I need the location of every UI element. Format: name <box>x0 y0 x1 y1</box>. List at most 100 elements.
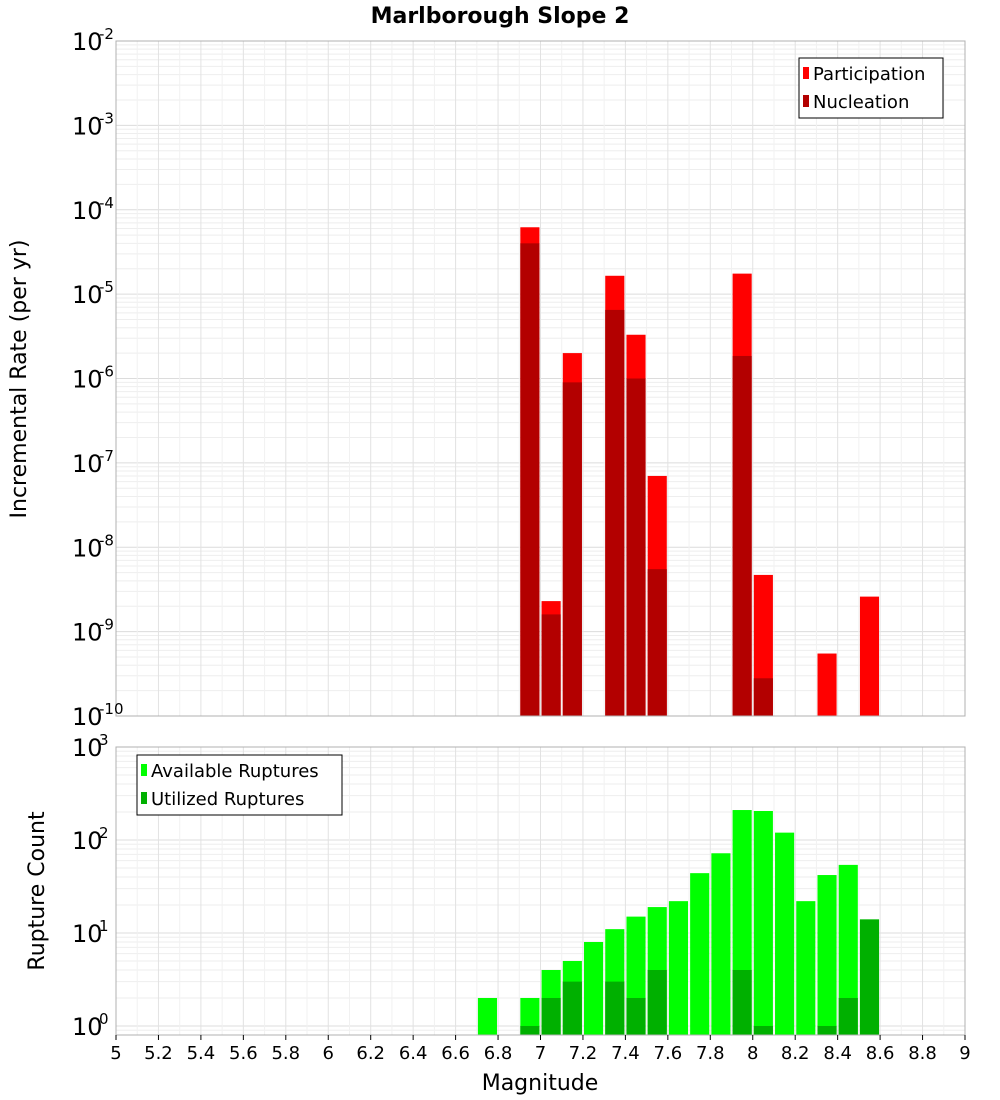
top-bar-nucleation-0 <box>520 243 540 717</box>
top-y-tick-label: 10 <box>72 197 103 225</box>
top-plot-frame <box>115 40 966 717</box>
top-legend-label-0: Participation <box>813 64 925 85</box>
top-legend: Participation Nucleation <box>798 57 944 119</box>
x-tick-label: 8 <box>747 1043 758 1064</box>
top-legend-box <box>798 57 944 119</box>
bottom-y-tick-label: 10 <box>72 827 103 855</box>
top-bar-nucleation-5 <box>647 569 667 716</box>
bottom-y-axis-label: Rupture Count <box>25 811 50 971</box>
x-tick-label: 5 <box>110 1043 121 1064</box>
bottom-bar-available-ruptures-9 <box>690 873 710 1035</box>
bottom-bar-available-ruptures-8 <box>668 901 689 1035</box>
bottom-bar-available-ruptures-14 <box>796 901 816 1035</box>
x-tick-label: 7 <box>535 1043 546 1064</box>
bottom-bar-available-ruptures-15 <box>817 875 837 1035</box>
x-tick-label: 8.2 <box>781 1043 810 1064</box>
bottom-bar-utilized-ruptures-4 <box>626 997 646 1035</box>
bottom-bar-available-ruptures-13 <box>775 832 795 1035</box>
bottom-legend-label-0: Available Ruptures <box>151 761 319 782</box>
bottom-bar-available-ruptures-12 <box>753 811 773 1035</box>
top-bar-nucleation-1 <box>541 614 561 716</box>
top-bar-nucleation-7 <box>753 678 773 716</box>
x-tick-label: 5.2 <box>144 1043 173 1064</box>
x-tick-label: 6.2 <box>356 1043 385 1064</box>
top-y-tick-label: 10 <box>72 366 103 394</box>
top-y-tick-exponent: -6 <box>99 363 114 381</box>
bottom-bars <box>477 810 880 1035</box>
bottom-bar-available-ruptures-0 <box>477 997 497 1035</box>
top-legend-label-1: Nucleation <box>813 92 909 113</box>
top-bars <box>520 227 880 717</box>
bottom-legend-swatch-0 <box>141 764 147 776</box>
top-panel: 10-210-310-410-510-610-710-810-910-10 In… <box>7 25 966 731</box>
top-y-axis-label: Incremental Rate (per yr) <box>7 240 32 519</box>
bottom-bar-utilized-ruptures-6 <box>732 969 752 1035</box>
top-y-tick-exponent: -7 <box>99 447 114 465</box>
x-tick-label: 5.8 <box>271 1043 300 1064</box>
bottom-legend-label-1: Utilized Ruptures <box>151 789 304 810</box>
bottom-bar-utilized-ruptures-7 <box>753 1025 773 1035</box>
top-bar-nucleation-3 <box>605 309 625 716</box>
x-tick-label: 8.4 <box>823 1043 852 1064</box>
chart-title: Marlborough Slope 2 <box>371 4 630 29</box>
top-y-ticks: 10-210-310-410-510-610-710-810-910-10 <box>72 25 124 731</box>
top-y-tick-exponent: -8 <box>99 531 114 549</box>
bottom-bar-utilized-ruptures-8 <box>817 1025 837 1035</box>
bottom-bar-utilized-ruptures-1 <box>541 997 561 1035</box>
bottom-bar-utilized-ruptures-10 <box>859 919 880 1035</box>
x-tick-label: 5.4 <box>187 1043 216 1064</box>
bottom-legend-swatch-1 <box>141 792 147 804</box>
bottom-bar-available-ruptures-1 <box>520 997 540 1035</box>
x-axis-label: Magnitude <box>482 1071 599 1096</box>
top-bar-nucleation-6 <box>732 355 752 716</box>
top-y-tick-exponent: -4 <box>99 194 114 212</box>
top-y-tick-exponent: -10 <box>99 700 124 718</box>
top-grid <box>115 40 966 717</box>
x-tick-label: 8.6 <box>866 1043 895 1064</box>
x-tick-label: 5.6 <box>229 1043 258 1064</box>
top-y-tick-exponent: -9 <box>99 616 114 634</box>
bottom-bar-utilized-ruptures-2 <box>562 981 582 1035</box>
top-y-tick-label: 10 <box>72 28 103 56</box>
top-y-tick-exponent: -3 <box>99 109 114 127</box>
bottom-bar-available-ruptures-10 <box>711 853 731 1035</box>
top-bar-participation-8 <box>817 653 837 716</box>
top-y-tick-exponent: -2 <box>99 25 114 43</box>
x-tick-label: 6.4 <box>399 1043 428 1064</box>
x-tick-label: 7.6 <box>654 1043 683 1064</box>
bottom-bar-utilized-ruptures-3 <box>605 981 625 1035</box>
top-legend-swatch-0 <box>803 67 809 79</box>
bottom-y-tick-exponent: 3 <box>99 731 109 749</box>
x-tick-label: 6 <box>323 1043 334 1064</box>
bottom-y-tick-label: 10 <box>72 1013 103 1041</box>
bottom-y-tick-exponent: 2 <box>99 824 109 842</box>
bottom-grid <box>115 746 966 1036</box>
top-y-tick-label: 10 <box>72 619 103 647</box>
top-y-tick-label: 10 <box>72 450 103 478</box>
x-tick-label: 6.6 <box>441 1043 470 1064</box>
x-tick-label: 6.8 <box>484 1043 513 1064</box>
top-y-tick-label: 10 <box>72 112 103 140</box>
bottom-y-tick-label: 10 <box>72 920 103 948</box>
bottom-bar-utilized-ruptures-5 <box>647 969 667 1035</box>
bottom-y-tick-exponent: 0 <box>99 1010 109 1028</box>
bottom-legend-box <box>136 754 343 816</box>
bottom-bar-utilized-ruptures-0 <box>520 1025 540 1035</box>
bottom-bar-utilized-ruptures-9 <box>838 997 858 1035</box>
top-legend-swatch-1 <box>803 95 809 107</box>
top-y-tick-label: 10 <box>72 534 103 562</box>
top-bar-nucleation-2 <box>562 382 582 716</box>
x-tick-label: 8.8 <box>908 1043 937 1064</box>
top-bar-participation-9 <box>859 596 880 716</box>
top-y-tick-exponent: -5 <box>99 278 114 296</box>
top-y-tick-label: 10 <box>72 703 103 731</box>
bottom-bar-available-ruptures-16 <box>838 864 858 1035</box>
bottom-y-tick-label: 10 <box>72 734 103 762</box>
x-tick-label: 7.2 <box>569 1043 598 1064</box>
x-tick-label: 9 <box>959 1043 970 1064</box>
x-axis-ticks: 5 5.2 5.4 5.6 5.8 6 6.2 6.4 6.6 6.8 7 7.2 7.4 7.6 7.8 8… <box>110 1035 971 1064</box>
bottom-bar-available-ruptures-4 <box>584 942 604 1035</box>
